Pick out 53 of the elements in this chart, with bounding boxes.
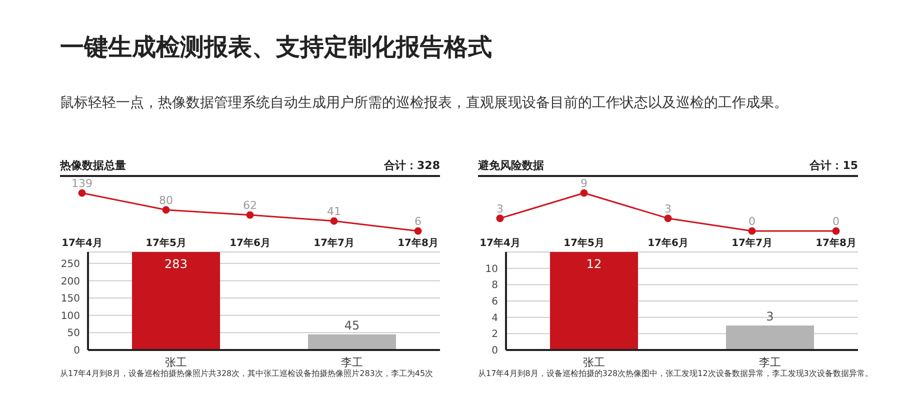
data-label: 0 [748, 215, 756, 228]
text: 合计：328 [384, 158, 440, 173]
point [78, 189, 86, 197]
x-tick-label: 张工 [583, 356, 605, 369]
x-tick-label: 张工 [165, 356, 187, 369]
text: 鼠标轻轻一点，热像数据管理系统自动生成用户所需的巡检报表，直观展现设备目前的工作状态以及巡检的工作成果。 [60, 94, 789, 112]
y-tick-label: 6 [492, 296, 498, 308]
y-tick-label: 50 [67, 328, 80, 340]
data-label: 45 [344, 318, 360, 332]
y-tick-label: 250 [60, 258, 80, 270]
data-label: 9 [580, 177, 588, 190]
x-tick-label: 李工 [341, 356, 363, 369]
point [330, 217, 338, 225]
data-label: 12 [586, 257, 602, 271]
data-label: 80 [159, 194, 173, 207]
text: 从17年4月到8月，设备巡检拍摄热像照片共328次，其中张工巡检设备拍摄热像照片283次，李工为45次 [60, 368, 434, 379]
x-tick-label: 17年7月 [314, 237, 354, 250]
point [414, 227, 422, 235]
x-tick-label: 17年4月 [62, 237, 102, 250]
y-tick-label: 150 [60, 294, 80, 305]
x-tick-label: 17年8月 [816, 237, 856, 250]
y-tick-label: 0 [492, 346, 498, 357]
text: 合计：15 [810, 158, 858, 173]
y-tick-label: 100 [60, 310, 80, 322]
y-tick-label: 10 [485, 264, 498, 275]
data-label: 62 [243, 199, 257, 212]
y-tick-label: 0 [74, 346, 80, 357]
x-tick-label: 17年6月 [648, 237, 688, 250]
data-label: 283 [164, 257, 188, 271]
data-label: 41 [327, 205, 341, 218]
text: 从17年4月到8月，设备巡检拍摄的328次热像图中，张工发现12次设备数据异常，李工发现3次设备数据异常。 [478, 368, 873, 379]
data-label: 139 [72, 177, 92, 190]
x-tick-label: 17年7月 [732, 237, 772, 250]
data-label: 3 [766, 310, 774, 324]
data-label: 0 [832, 215, 840, 228]
x-tick-label: 17年4月 [480, 237, 520, 250]
text: 一键生成检测报表、支持定制化报告格式 [60, 32, 493, 63]
x-tick-label: 17年8月 [398, 237, 438, 250]
point [162, 206, 170, 214]
data-label: 3 [664, 202, 672, 216]
x-tick-label: 李工 [759, 356, 781, 369]
y-tick-label: 4 [492, 312, 498, 324]
chart-title: 避免风险数据 [478, 158, 544, 173]
y-tick-label: 200 [60, 276, 80, 288]
point [246, 211, 254, 219]
y-tick-label: 2 [492, 329, 498, 340]
x-tick-label: 17年6月 [230, 237, 270, 250]
chart-title: 热像数据总量 [60, 158, 126, 173]
y-tick-label: 8 [492, 280, 498, 292]
x-tick-label: 17年5月 [564, 237, 604, 250]
data-label: 3 [496, 202, 504, 216]
x-tick-label: 17年5月 [146, 237, 186, 250]
data-label: 6 [414, 215, 422, 228]
